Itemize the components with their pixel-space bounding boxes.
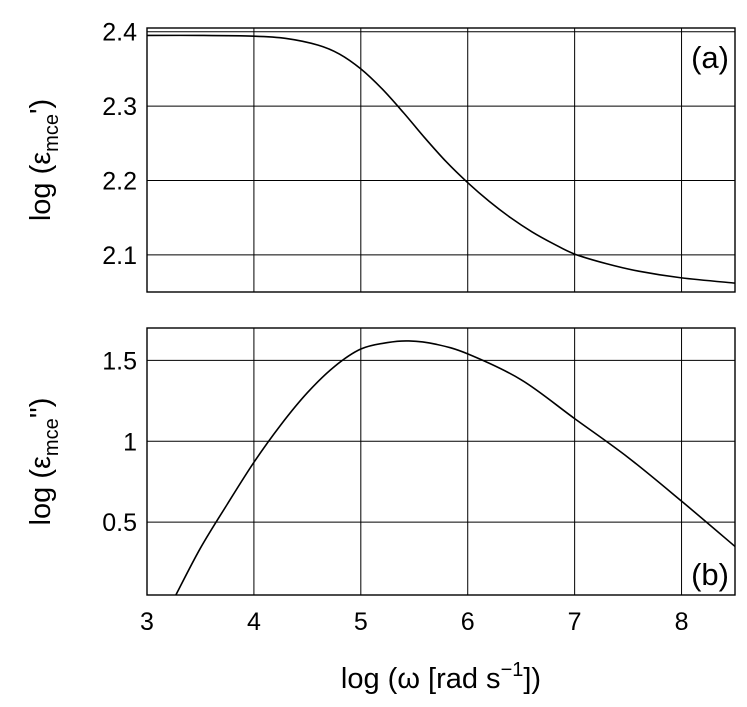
x-tick-label: 5: [354, 608, 368, 636]
x-tick-label: 7: [568, 608, 582, 636]
panel-b-ylabel: log (εmce''): [25, 398, 63, 526]
y-tick-label: 2.2: [102, 167, 137, 195]
panel-a-grid: [146, 28, 735, 292]
panel-a-label: (a): [691, 40, 729, 75]
panel-a-ylabel: log (εmce'): [25, 99, 63, 221]
y-tick-label: 0.5: [102, 509, 137, 537]
x-tick-label: 4: [247, 608, 261, 636]
panel-b-ylabel-prefix: log (ε: [25, 456, 57, 525]
panel-b-ylabel-suffix: ''): [25, 398, 57, 419]
panel-a-ylabel-subscript: mce: [41, 114, 63, 152]
y-tick-label: 1: [123, 428, 137, 456]
panel-a-curve: [146, 34, 736, 284]
y-tick-label: 2.4: [102, 19, 137, 47]
x-tick-label: 3: [140, 608, 154, 636]
panel-b-y-tick-labels: 0.5 1 1.5: [102, 347, 137, 537]
panel-b-grid: [146, 328, 735, 595]
panel-b-label: (b): [691, 557, 729, 592]
panel-b-curve: [175, 340, 736, 596]
panel-b-frame: [146, 327, 736, 596]
y-tick-label: 2.1: [102, 242, 137, 270]
xlabel-superscript: −1: [501, 659, 524, 681]
xlabel-prefix: log (ω [rad s: [341, 663, 501, 695]
panel-a-frame: [146, 27, 736, 293]
panel-a-ylabel-prefix: log (ε: [25, 152, 57, 221]
x-tick-label: 6: [461, 608, 475, 636]
y-tick-label: 1.5: [102, 347, 137, 375]
x-axis-label: log (ω [rad s−1]): [341, 659, 541, 695]
y-tick-label: 2.3: [102, 93, 137, 121]
x-tick-label: 8: [675, 608, 689, 636]
panel-b-x-tick-labels: 3 4 5 6 7 8: [140, 608, 688, 636]
panel-a: 2.1 2.2 2.3 2.4 (a) log (εmce'): [25, 19, 736, 293]
panel-b-ylabel-subscript: mce: [41, 418, 63, 456]
xlabel-suffix: ]): [523, 663, 541, 695]
panel-a-ylabel-suffix: '): [25, 99, 57, 114]
panel-b: 0.5 1 1.5 3 4 5 6 7 8 (b) log (εmce'') log (ω […: [25, 327, 736, 695]
panel-a-y-tick-labels: 2.1 2.2 2.3 2.4: [102, 19, 137, 270]
